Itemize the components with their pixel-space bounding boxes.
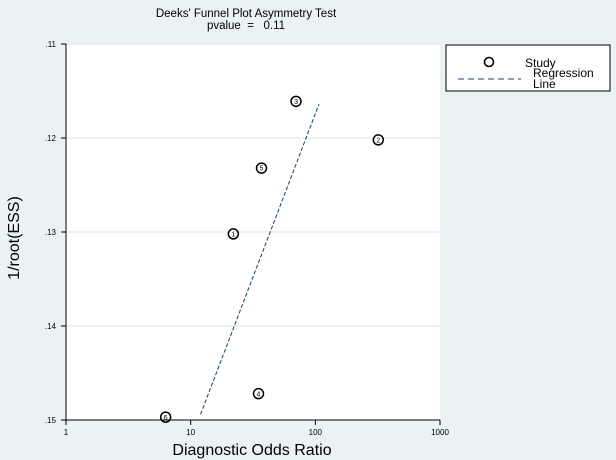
x-tick-label: 1000 <box>431 428 449 437</box>
legend: Study Regression Line <box>445 44 611 92</box>
regression-layer <box>200 103 320 415</box>
x-tick-label: 10 <box>186 428 195 437</box>
y-tick-label: .12 <box>45 134 57 143</box>
y-axis-ticks: .11 .12 .13 .14 .15 <box>45 40 66 425</box>
legend-regression-label-line1: Regression <box>533 66 594 80</box>
study-point: 3 <box>290 95 302 108</box>
chart-title: Deeks' Funnel Plot Asymmetry Test <box>156 8 337 20</box>
study-point-marker <box>290 95 302 108</box>
study-point: 4 <box>252 387 265 400</box>
study-point-marker <box>227 228 240 240</box>
study-points: 1 2 3 4 5 6 <box>159 95 385 423</box>
legend-study-marker <box>483 56 495 68</box>
study-point-label: 2 <box>376 137 380 144</box>
y-axis-label: 1/root(ESS) <box>6 196 23 280</box>
study-point: 1 <box>227 228 240 240</box>
study-point-label: 6 <box>164 415 168 422</box>
study-point: 5 <box>255 162 268 174</box>
regression-line <box>200 103 320 415</box>
y-tick-label: .15 <box>45 416 57 425</box>
x-axis-label: Diagnostic Odds Ratio <box>172 442 331 459</box>
study-point-marker <box>252 387 265 400</box>
study-point: 2 <box>372 134 385 146</box>
x-tick-label: 1 <box>64 428 69 437</box>
legend-regression-label-line2: Line <box>533 77 556 91</box>
study-point-marker <box>255 162 268 174</box>
chart-subtitle: pvalue = 0.11 <box>207 20 285 32</box>
y-tick-label: .13 <box>45 228 57 237</box>
study-point-label: 5 <box>260 166 264 173</box>
study-point-label: 3 <box>294 99 298 106</box>
study-point: 6 <box>159 411 172 423</box>
study-point-marker <box>372 134 385 146</box>
study-point-label: 4 <box>257 391 261 398</box>
y-tick-label: .14 <box>45 322 57 331</box>
x-tick-label: 100 <box>309 428 323 437</box>
x-axis-ticks: 1 10 100 1000 <box>64 420 449 437</box>
y-tick-label: .11 <box>45 40 56 49</box>
study-point-label: 1 <box>231 231 235 238</box>
legend-study-label: Study <box>525 56 556 70</box>
legend-box <box>445 44 611 92</box>
